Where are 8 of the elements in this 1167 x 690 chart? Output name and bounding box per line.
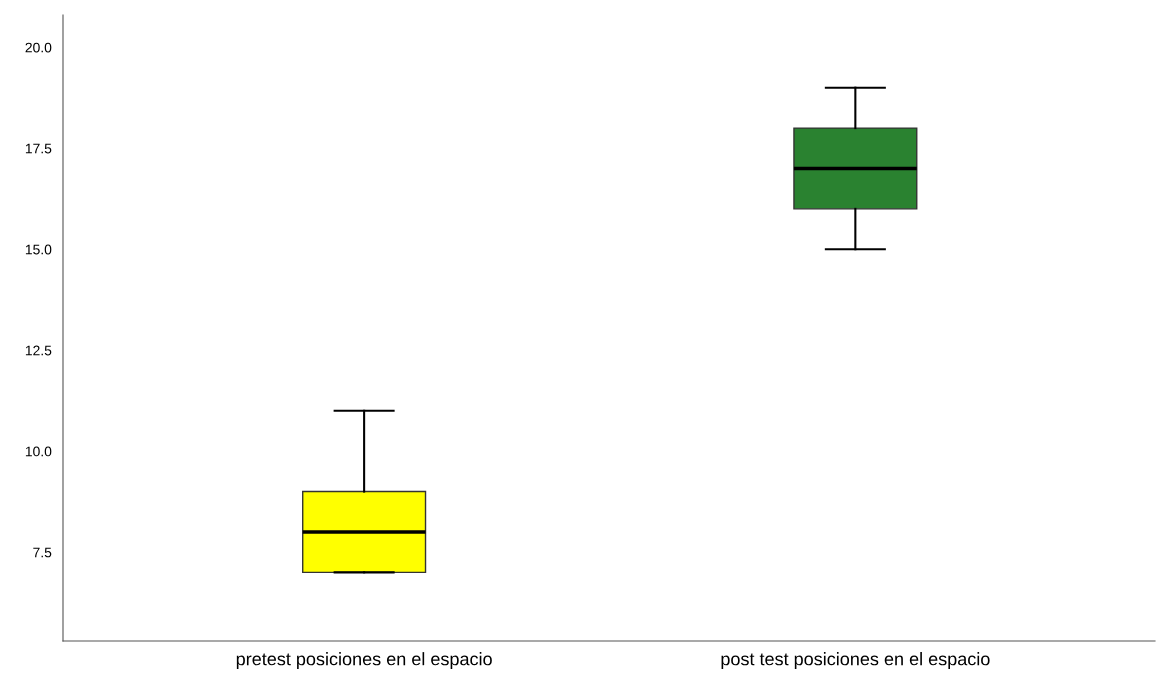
- x-tick-label: post test posiciones en el espacio: [721, 652, 990, 669]
- y-tick-label: 12.5: [25, 345, 52, 356]
- y-tick-label: 15.0: [25, 244, 52, 255]
- y-tick-label: 7.5: [33, 547, 52, 558]
- x-tick-label: pretest posiciones en el espacio: [236, 652, 492, 669]
- y-tick-label: 17.5: [25, 143, 52, 154]
- y-tick-label: 20.0: [25, 42, 52, 53]
- y-tick-label: 10.0: [25, 446, 52, 457]
